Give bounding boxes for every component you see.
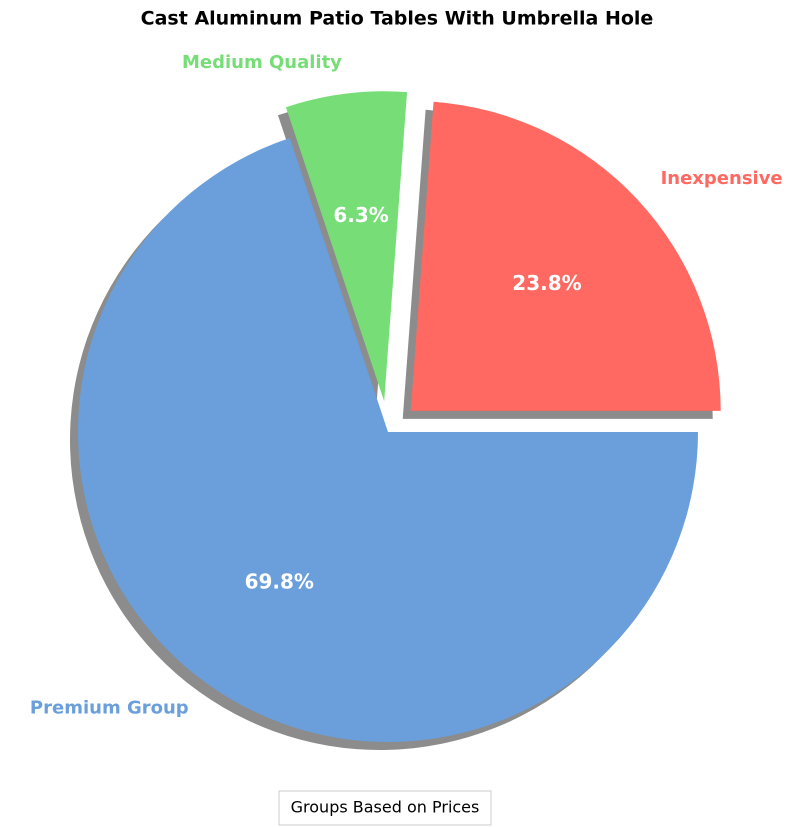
value-label: 69.8% — [245, 569, 314, 593]
wedge — [285, 91, 408, 402]
category-label: Inexpensive — [661, 168, 783, 189]
wedge — [410, 101, 721, 411]
wedge — [78, 137, 698, 742]
legend-title: Groups Based on Prices — [291, 798, 480, 817]
label-layer: Inexpensive 23.8% Medium Quality 6.3% Premiu… — [30, 52, 783, 719]
value-label: 23.8% — [512, 271, 581, 295]
value-label: 6.3% — [333, 203, 388, 227]
category-label: Medium Quality — [182, 52, 342, 73]
wedge-layer — [78, 91, 721, 742]
legend-box — [278, 790, 492, 826]
chart-title: Cast Aluminum Patio Tables With Umbrella… — [141, 8, 654, 30]
category-label: Premium Group — [30, 698, 189, 719]
